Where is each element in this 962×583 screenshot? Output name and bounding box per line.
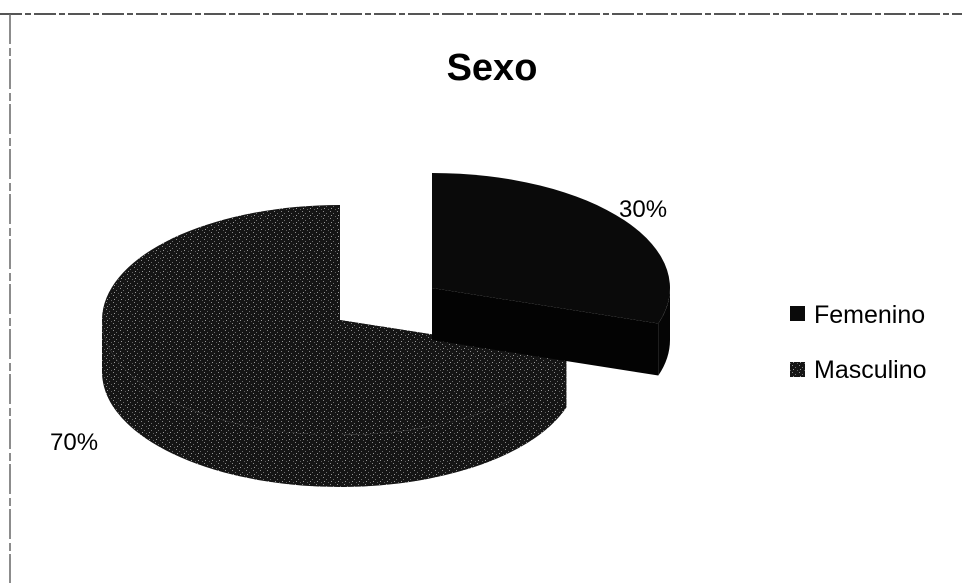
slice-masculino — [101, 205, 567, 436]
slice-label-femenino: 30% — [619, 196, 667, 223]
legend-swatch-femenino — [790, 306, 805, 321]
slice-femenino — [432, 173, 670, 324]
legend-label-femenino: Femenino — [814, 301, 925, 329]
slice-face-femenino-1 — [432, 288, 659, 376]
legend: Femenino Masculino — [790, 301, 927, 384]
pie-slices — [101, 173, 670, 487]
slice-label-masculino: 70% — [50, 429, 98, 456]
legend-swatch-masculino — [790, 362, 805, 377]
slice-side-masculino — [102, 320, 567, 487]
slice-side-femenino — [658, 288, 670, 376]
chart-title: Sexo — [447, 47, 538, 89]
legend-label-masculino: Masculino — [814, 356, 927, 384]
